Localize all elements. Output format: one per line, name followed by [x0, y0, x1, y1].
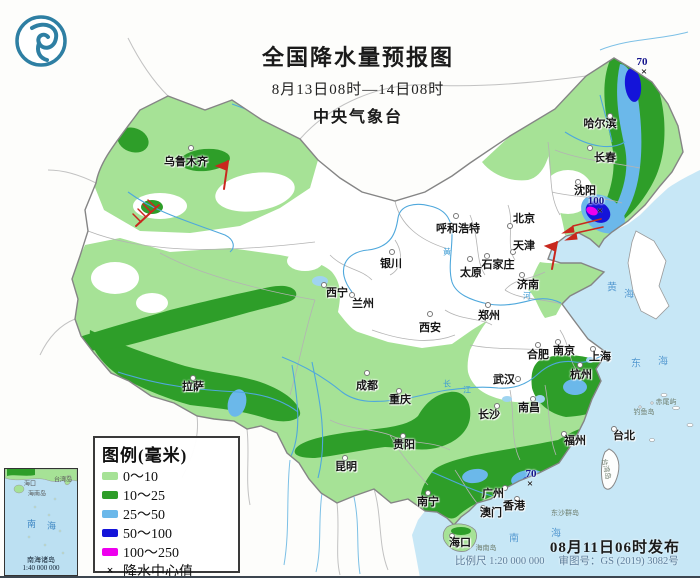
- wind-barb: [561, 218, 602, 234]
- legend-swatch: [102, 471, 118, 480]
- hainan-precip-spot: [451, 527, 471, 535]
- legend-title: 图例(毫米): [102, 446, 188, 465]
- forecast-period: 8月13日08时—14日08时: [271, 82, 445, 98]
- legend-swatch: [102, 547, 118, 556]
- legend-item: 50～100: [102, 523, 238, 542]
- legend-center-row: × 降水中心值: [102, 561, 238, 578]
- legend-range-label: 10～25: [123, 488, 165, 504]
- precip-100-250: [586, 206, 598, 216]
- map-approval-number: 审图号：GS (2019) 3082号: [558, 556, 679, 567]
- wind-barbs: [132, 160, 604, 270]
- taiwan-island: [601, 448, 620, 490]
- small-islands: [638, 393, 694, 442]
- inset-sea-label: 海: [47, 521, 57, 531]
- inset-sea-label: 南: [27, 519, 37, 529]
- legend-range-label: 100～250: [123, 545, 179, 561]
- province-borders: [87, 141, 641, 504]
- issuing-agency: 中央气象台: [312, 109, 404, 126]
- bottom-edge: [0, 576, 700, 578]
- legend-swatch: [102, 509, 118, 518]
- korea-peninsula: [627, 230, 670, 320]
- title-block: 全国降水量预报图 8月13日08时—14日08时 中央气象台: [262, 40, 454, 127]
- china-border: [71, 57, 684, 527]
- legend-swatch: [102, 528, 118, 537]
- legend-box: 图例(毫米) 0～10 10～25 25～50 50～100 100～250 × 降水中…: [93, 436, 240, 578]
- sea: [412, 170, 700, 578]
- wind-barb: [214, 160, 229, 190]
- inset-taiwan-label: 台湾岛: [53, 477, 73, 484]
- map-info: 比例尺 1:20 000 000 审图号：GS (2019) 3082号: [455, 553, 679, 568]
- wind-barb: [132, 199, 160, 227]
- issue-time: 08月11日06时发布: [549, 540, 680, 556]
- legend-range-label: 0～10: [123, 469, 158, 485]
- legend-item: 0～10: [102, 466, 238, 485]
- center-value-symbol: ×: [106, 563, 114, 577]
- cma-logo: [14, 14, 68, 68]
- foreign-rivers: [283, 31, 689, 575]
- legend-range-label: 25～50: [123, 507, 165, 523]
- map-scale: 比例尺 1:20 000 000: [455, 556, 545, 567]
- wind-barb: [564, 226, 604, 241]
- inset-precip: [7, 469, 35, 476]
- inset-islands: [27, 497, 65, 561]
- inset-haikou-label: 海口: [23, 481, 37, 488]
- inset-hainan-label: 海南岛: [27, 491, 47, 498]
- inset-scale: 1:40 000 000: [22, 564, 60, 572]
- wind-barb: [543, 241, 558, 270]
- center-value-label: 降水中心值: [123, 564, 193, 578]
- legend-range-label: 50～100: [123, 526, 172, 542]
- inset-hainan: [13, 484, 25, 494]
- inset-taiwan: [64, 474, 72, 486]
- south-china-sea-inset: 海口 海南岛 台湾岛 南 海 南海诸岛 1:40 000 000: [4, 468, 78, 576]
- legend-item: 25～50: [102, 504, 238, 523]
- legend-rows: 0～10 10～25 25～50 50～100 100～250: [102, 466, 238, 561]
- legend-swatch: [102, 490, 118, 499]
- map-title: 全国降水量预报图: [261, 45, 455, 70]
- legend-item: 10～25: [102, 485, 238, 504]
- legend-item: 100～250: [102, 542, 238, 561]
- inset-islands-label: 南海诸岛: [27, 556, 55, 564]
